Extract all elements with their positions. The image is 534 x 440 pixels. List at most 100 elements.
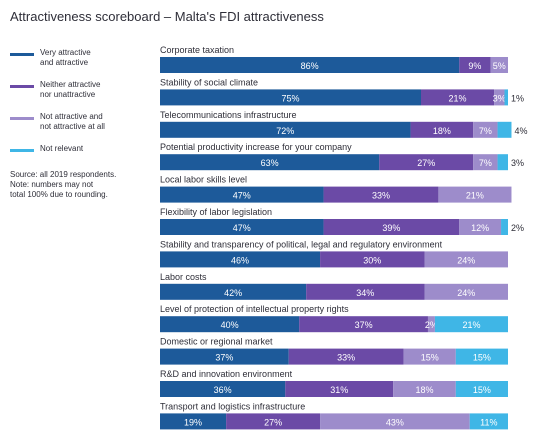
bar-segment: [299, 316, 428, 333]
row-label: Labor costs: [160, 272, 207, 282]
data-label: 72%: [276, 126, 294, 136]
chart-title: Attractiveness scoreboard – Malta's FDI …: [10, 9, 324, 24]
data-label: 4%: [514, 126, 527, 136]
bar-segment: [455, 381, 508, 397]
legend-item-not-attractive: Not attractive and not attractive at all: [10, 112, 150, 144]
data-label: 2%: [511, 223, 524, 233]
bar-segment: [160, 186, 324, 203]
bar-segment: [494, 89, 505, 106]
data-label: 33%: [337, 353, 355, 363]
bar-segment: [497, 121, 512, 138]
data-label: 40%: [221, 320, 239, 330]
row-label: Stability of social climate: [160, 77, 258, 87]
row-label: Level of protection of intellectual prop…: [160, 304, 349, 314]
bar-segment: [226, 413, 321, 430]
legend-swatch: [10, 85, 34, 88]
data-label: 24%: [457, 255, 475, 265]
data-label: 21%: [466, 191, 484, 201]
row-label: Potential productivity increase for your…: [160, 142, 352, 152]
bar-segment: [285, 381, 394, 397]
data-label: 27%: [417, 158, 435, 168]
data-label: 24%: [457, 288, 475, 298]
data-label: 36%: [214, 385, 232, 395]
bar-segment: [160, 57, 460, 73]
data-label: 18%: [415, 385, 433, 395]
bar-segment: [438, 186, 512, 203]
data-label: 9%: [468, 61, 481, 71]
legend-item-not-relevant: Not relevant: [10, 144, 150, 176]
bar-segment: [473, 154, 498, 171]
data-label: 37%: [215, 353, 233, 363]
row-label: Transport and logistics infrastructure: [160, 401, 305, 411]
bar-segment: [497, 154, 508, 171]
legend-label: Neither attractive nor unattractive: [40, 80, 101, 99]
bar-segment: [306, 283, 425, 300]
bar-segment: [320, 413, 470, 430]
bar-segment: [160, 121, 411, 138]
bar-segment: [427, 316, 435, 333]
data-label: 31%: [330, 385, 348, 395]
data-label: 15%: [421, 353, 439, 363]
legend-item-neither: Neither attractive nor unattractive: [10, 80, 150, 112]
data-label: 43%: [386, 417, 404, 427]
data-label: 86%: [301, 61, 319, 71]
source-note: Source: all 2019 respondents. Note: numb…: [10, 170, 117, 199]
bar-segment: [424, 283, 508, 300]
data-label: 3%: [511, 158, 524, 168]
bar-segment: [288, 348, 404, 365]
bar-segment: [410, 121, 474, 138]
row-label: Local labor skills level: [160, 175, 247, 185]
legend-label: Very attractive and attractive: [40, 48, 91, 67]
bar-segment: [160, 219, 324, 235]
bar-segment: [421, 89, 495, 106]
data-label: 21%: [462, 320, 480, 330]
legend: Very attractive and attractive Neither a…: [10, 48, 150, 176]
bar-segment: [459, 219, 502, 235]
data-label: 37%: [355, 320, 373, 330]
bar-segment: [320, 251, 425, 268]
bar-segment: [455, 348, 508, 365]
data-label: 33%: [372, 191, 390, 201]
data-label: 11%: [480, 417, 497, 427]
bar-segment: [459, 57, 491, 73]
data-label: 27%: [264, 417, 282, 427]
row-label: R&D and innovation environment: [160, 369, 293, 379]
bar-segment: [160, 283, 307, 300]
row-label: Telecommunications infrastructure: [160, 110, 297, 120]
bar-segment: [403, 348, 456, 365]
data-label: 18%: [433, 126, 451, 136]
bar-segment: [160, 316, 300, 333]
legend-swatch: [10, 53, 34, 56]
data-label: 63%: [261, 158, 279, 168]
bar-segment: [160, 154, 380, 171]
data-label: 15%: [473, 353, 491, 363]
legend-label: Not relevant: [40, 144, 84, 153]
legend-item-very-attractive: Very attractive and attractive: [10, 48, 150, 80]
data-label: 12%: [471, 223, 489, 233]
bar-segment: [323, 219, 460, 235]
bar-segment: [424, 251, 508, 268]
legend-swatch: [10, 149, 34, 152]
data-label: 46%: [231, 255, 249, 265]
data-label: 47%: [233, 191, 251, 201]
bar-segment: [160, 251, 321, 268]
data-label: 42%: [224, 288, 242, 298]
bar-segment: [434, 316, 508, 333]
data-label: 21%: [449, 93, 467, 103]
data-label: 1%: [511, 93, 524, 103]
bar-segment: [160, 348, 289, 365]
bar-segment: [473, 121, 498, 138]
row-label: Domestic or regional market: [160, 337, 273, 347]
data-label: 39%: [382, 223, 400, 233]
data-label: 3%: [493, 93, 506, 103]
data-label: 47%: [233, 223, 251, 233]
row-label: Flexibility of labor legislation: [160, 207, 272, 217]
data-label: 34%: [356, 288, 374, 298]
data-label: 2%: [425, 320, 438, 330]
legend-swatch: [10, 117, 34, 120]
bar-segment: [490, 57, 508, 73]
bar-segment: [469, 413, 508, 430]
bar-segment: [160, 413, 227, 430]
data-label: 15%: [473, 385, 491, 395]
